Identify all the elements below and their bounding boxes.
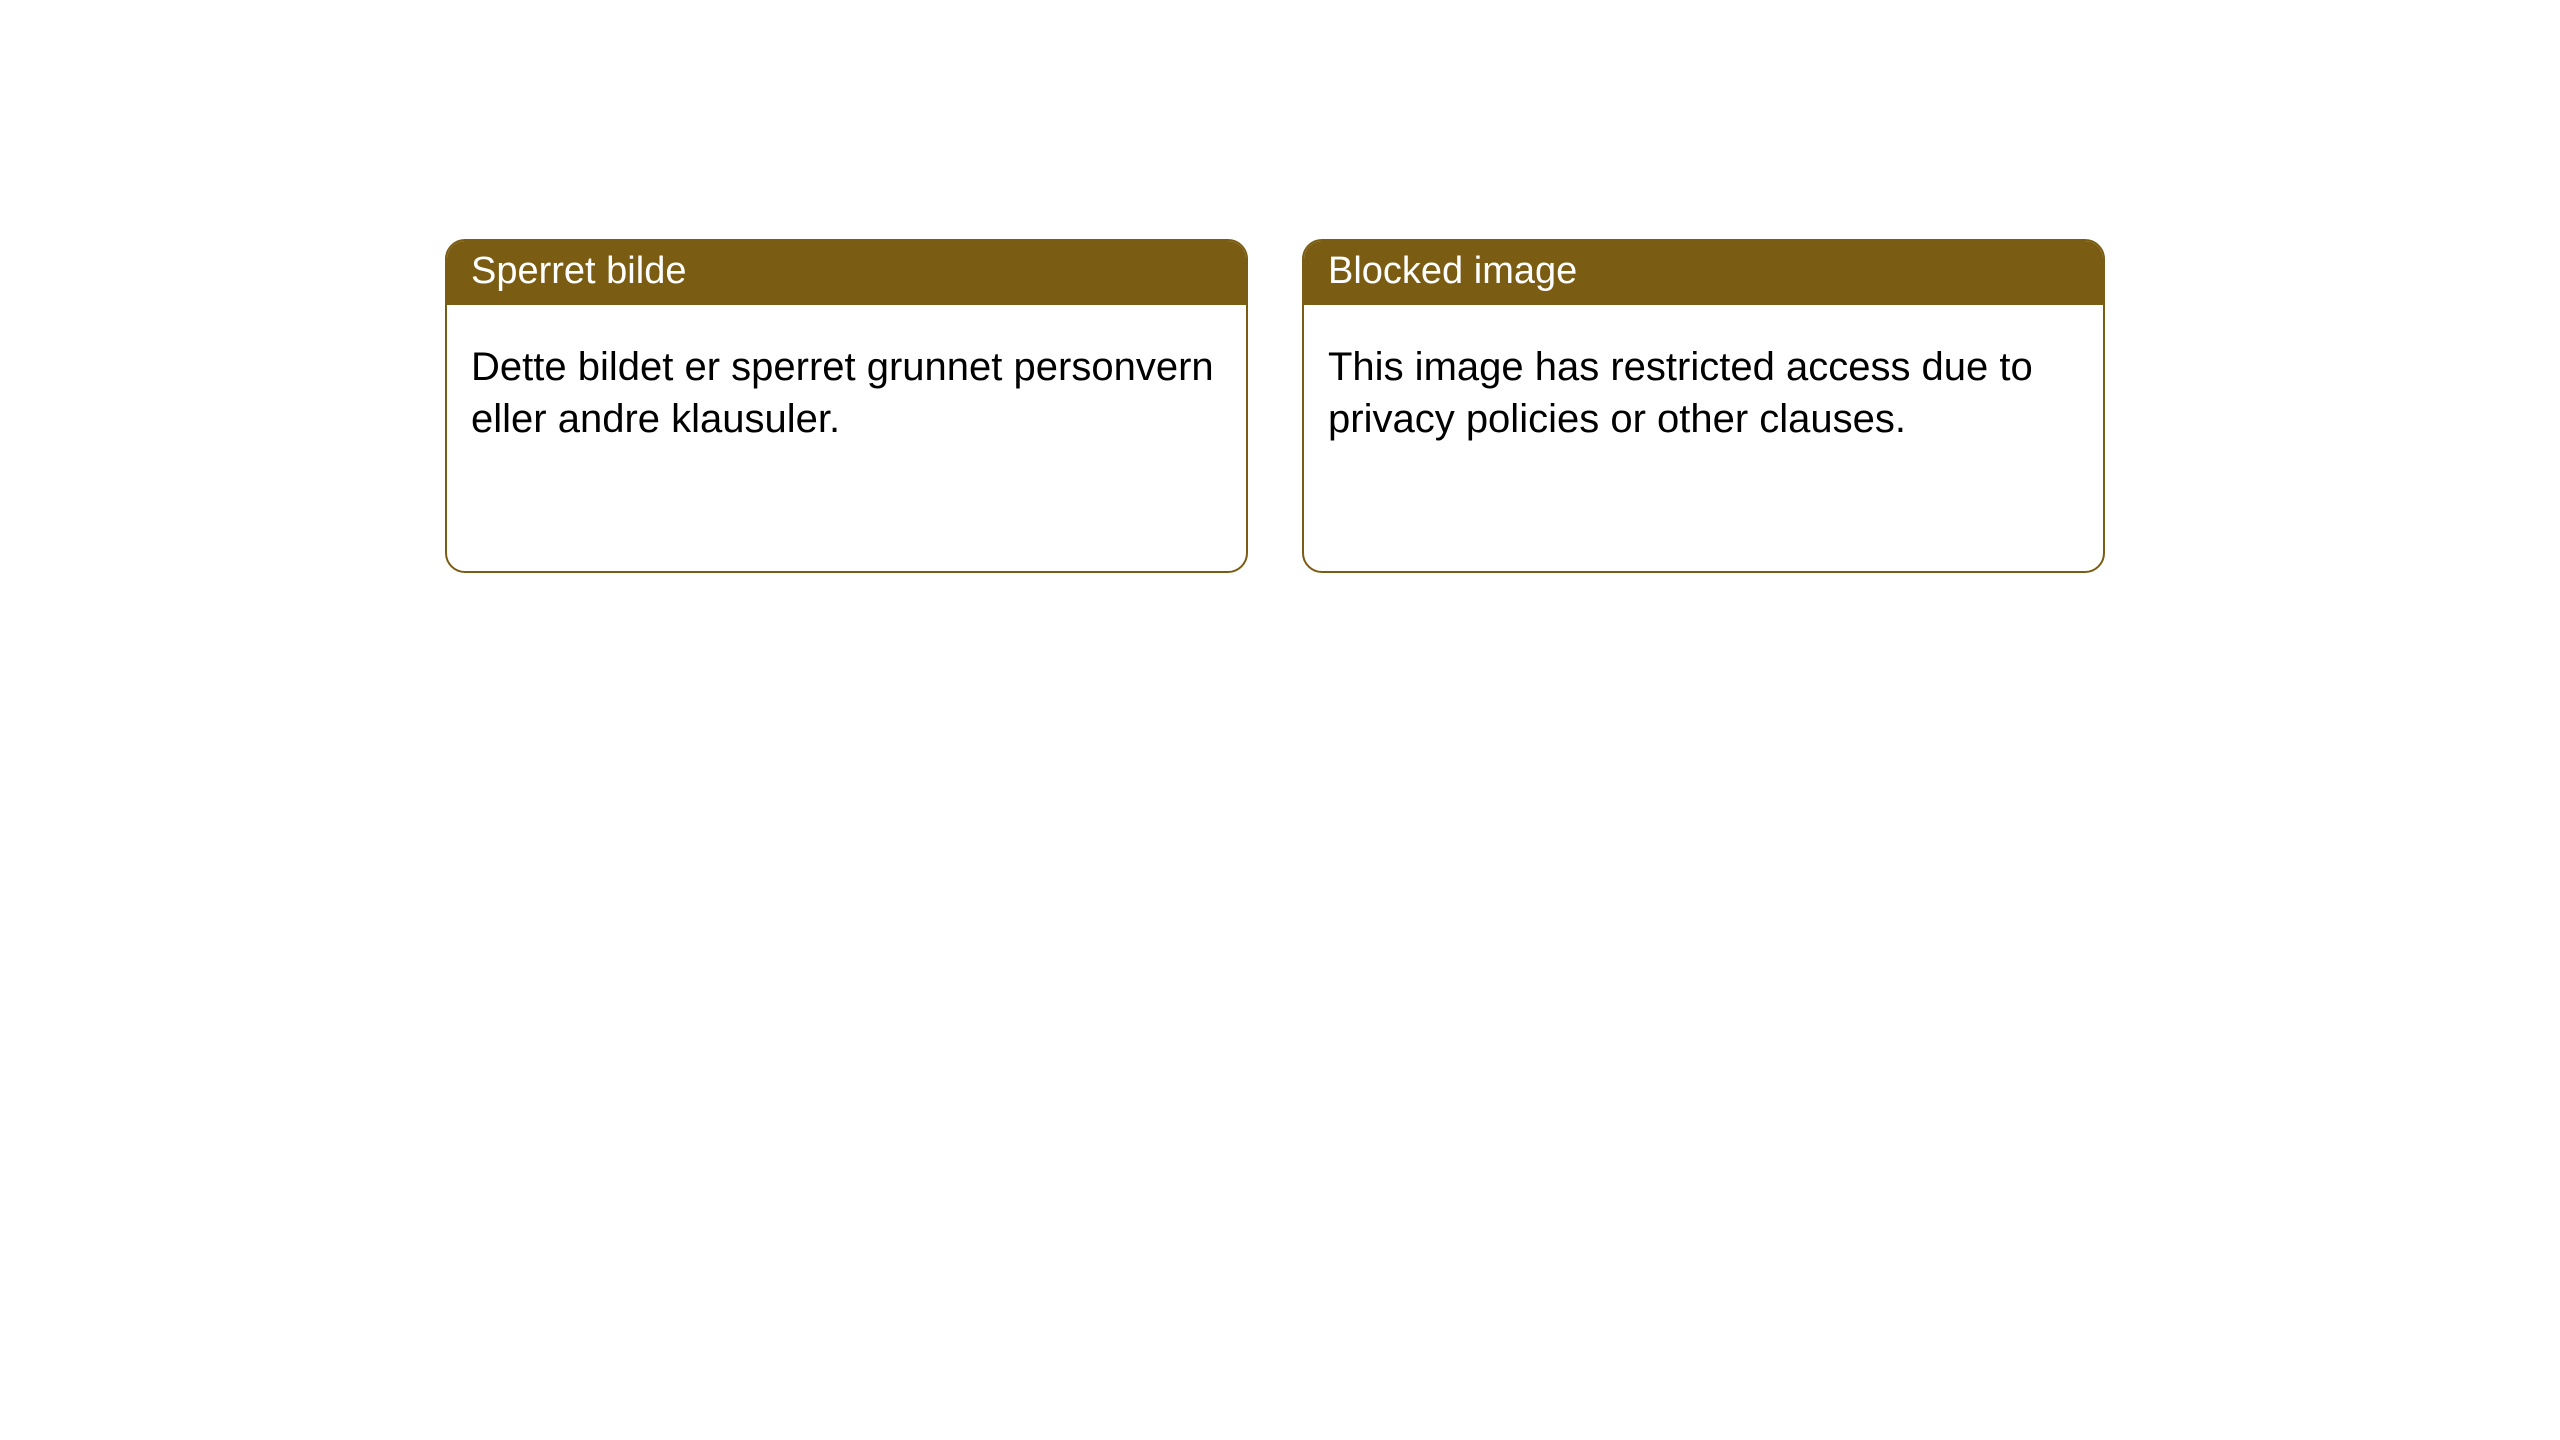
card-body: Dette bildet er sperret grunnet personve… <box>447 305 1246 469</box>
cards-container: Sperret bilde Dette bildet er sperret gr… <box>0 0 2560 573</box>
card-header: Sperret bilde <box>447 241 1246 305</box>
blocked-image-card-en: Blocked image This image has restricted … <box>1302 239 2105 573</box>
card-header: Blocked image <box>1304 241 2103 305</box>
card-body: This image has restricted access due to … <box>1304 305 2103 469</box>
blocked-image-card-no: Sperret bilde Dette bildet er sperret gr… <box>445 239 1248 573</box>
